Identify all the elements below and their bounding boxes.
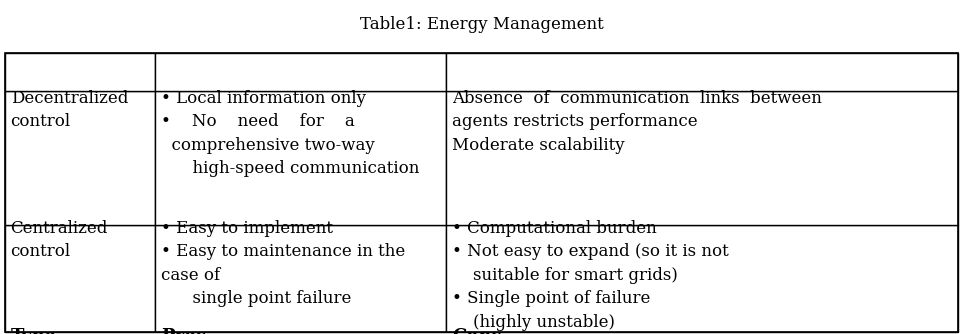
Bar — [156, 53, 446, 91]
Bar — [5, 53, 958, 332]
Text: • Computational burden
• Not easy to expand (so it is not
    suitable for smart: • Computational burden • Not easy to exp… — [452, 219, 774, 334]
Bar — [446, 91, 958, 225]
Bar — [446, 225, 958, 332]
Bar — [5, 53, 156, 91]
Text: • Local information only
•    No    need    for    a
  comprehensive two-way
   : • Local information only • No need for a… — [161, 90, 420, 177]
Bar — [5, 225, 156, 332]
Bar — [156, 225, 446, 332]
Bar — [156, 91, 446, 225]
Bar — [5, 91, 156, 225]
Text: Decentralized
control: Decentralized control — [11, 90, 128, 130]
Text: • Easy to implement
• Easy to maintenance in the
case of
      single point fail: • Easy to implement • Easy to maintenanc… — [161, 219, 405, 307]
Text: Centralized
control: Centralized control — [11, 219, 108, 260]
Bar — [446, 53, 958, 91]
Text: Pros: Pros — [161, 328, 206, 334]
Text: Type: Type — [11, 328, 57, 334]
Text: Cons: Cons — [452, 328, 501, 334]
Text: Table1: Energy Management: Table1: Energy Management — [360, 16, 603, 32]
Text: Absence  of  communication  links  between
agents restricts performance
Moderate: Absence of communication links between a… — [452, 90, 822, 154]
